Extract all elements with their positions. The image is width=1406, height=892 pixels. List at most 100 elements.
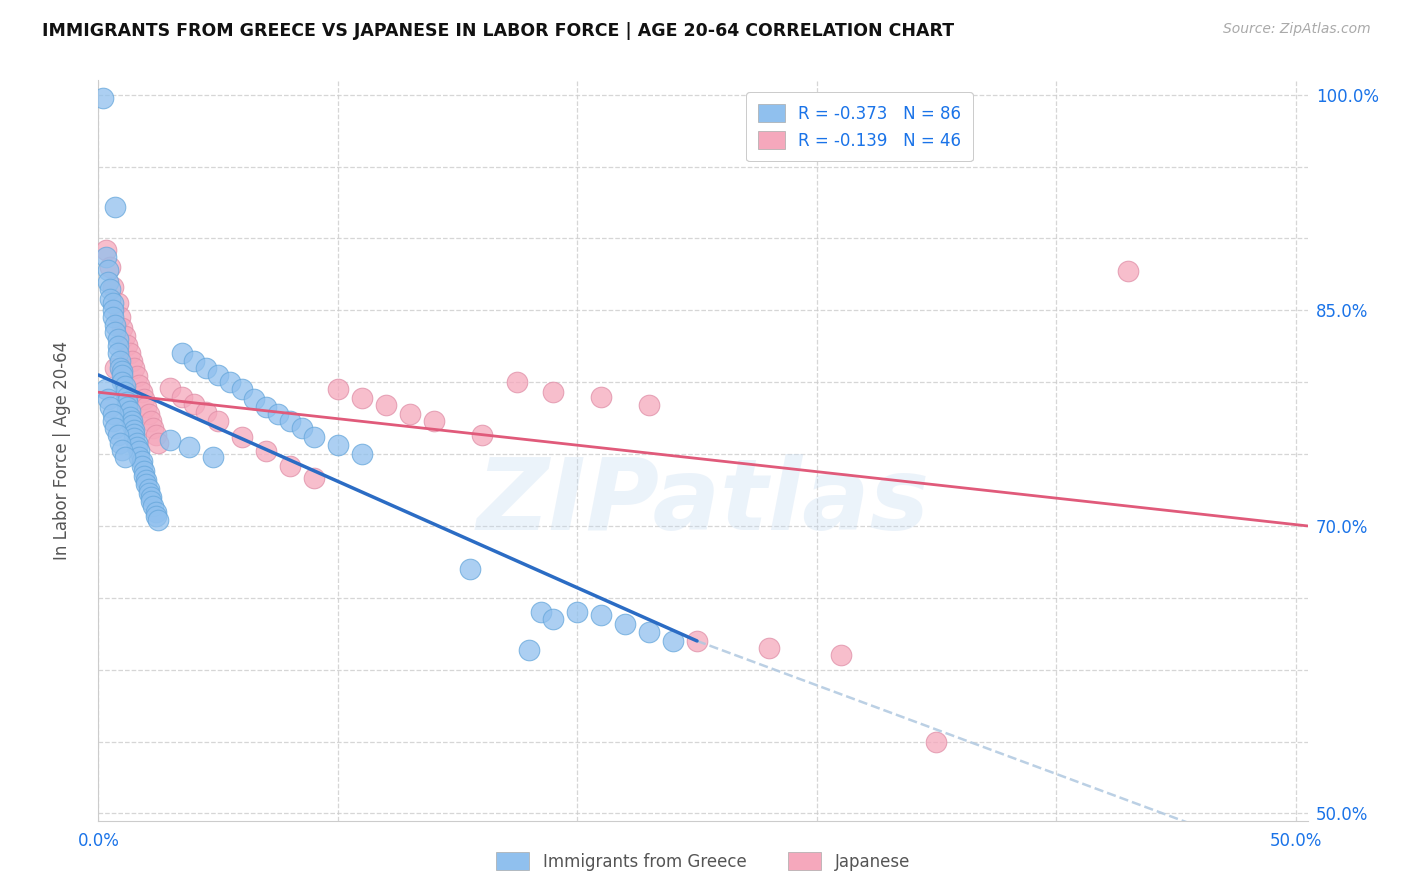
Point [100,292,122,306]
Point [100,260,122,275]
Point [139,494,162,508]
Point [458,562,481,576]
Point [591,390,613,404]
Point [132,392,155,407]
Point [183,397,205,411]
Point [159,433,181,447]
Point [111,364,134,378]
Point [145,428,167,442]
Point [326,383,349,397]
Point [114,329,136,343]
Point [131,385,153,400]
Point [108,435,131,450]
Point [231,430,253,444]
Point [638,625,661,640]
Point [118,409,141,424]
Point [131,458,153,473]
Point [111,375,134,389]
Point [470,428,492,442]
Point [179,440,201,454]
Point [148,513,170,527]
Point [118,346,141,360]
Point [172,390,194,404]
Point [111,442,134,457]
Point [114,385,136,400]
Point [100,400,122,414]
Point [326,438,349,452]
Point [662,634,685,648]
Point [243,392,266,407]
Point [107,346,129,360]
Point [267,407,290,421]
Point [925,734,948,748]
Text: ZIPatlas: ZIPatlas [477,454,929,550]
Point [302,471,325,485]
Point [111,320,134,334]
Point [108,310,131,325]
Point [115,338,138,352]
Point [104,360,127,375]
Point [172,346,194,360]
Point [254,400,277,414]
Point [111,368,134,382]
Point [104,200,127,214]
Point [530,605,553,619]
Point [94,383,117,397]
Point [302,430,325,444]
Point [278,414,301,428]
Point [231,383,253,397]
Point [145,504,167,518]
Point [114,379,136,393]
Point [128,444,150,458]
Point [135,473,157,487]
Point [195,405,218,419]
Point [104,421,127,435]
Point [97,275,120,289]
Point [148,435,170,450]
Point [1116,264,1139,278]
Text: Source: ZipAtlas.com: Source: ZipAtlas.com [1223,22,1371,37]
Point [101,407,124,421]
Point [138,407,160,421]
Point [291,421,314,435]
Point [91,90,114,104]
Point [543,612,565,626]
Point [124,423,146,437]
Point [614,616,637,631]
Point [115,395,138,409]
Point [97,392,120,407]
Point [142,499,165,513]
Point [101,280,124,294]
Point [159,381,181,395]
Point [94,250,117,264]
Point [219,375,242,389]
Point [115,390,138,404]
Point [202,450,225,464]
Point [94,243,117,257]
Point [138,486,160,500]
Point [195,360,218,375]
Point [138,482,160,496]
Point [128,378,150,392]
Point [139,490,162,504]
Legend: Immigrants from Greece, Japanese: Immigrants from Greece, Japanese [488,844,918,880]
Point [108,353,131,368]
Point [350,447,373,461]
Point [506,375,529,389]
Point [124,431,146,445]
Point [121,353,143,368]
Y-axis label: In Labor Force | Age 20-64: In Labor Force | Age 20-64 [52,341,70,560]
Point [638,398,661,412]
Point [278,458,301,473]
Point [139,414,162,428]
Point [132,468,155,483]
Point [107,332,129,346]
Point [108,360,131,375]
Legend: R = -0.373   N = 86, R = -0.139   N = 46: R = -0.373 N = 86, R = -0.139 N = 46 [747,92,973,161]
Point [101,310,124,325]
Point [125,440,148,454]
Point [135,477,157,491]
Point [125,369,148,384]
Point [124,426,146,441]
Point [101,296,124,310]
